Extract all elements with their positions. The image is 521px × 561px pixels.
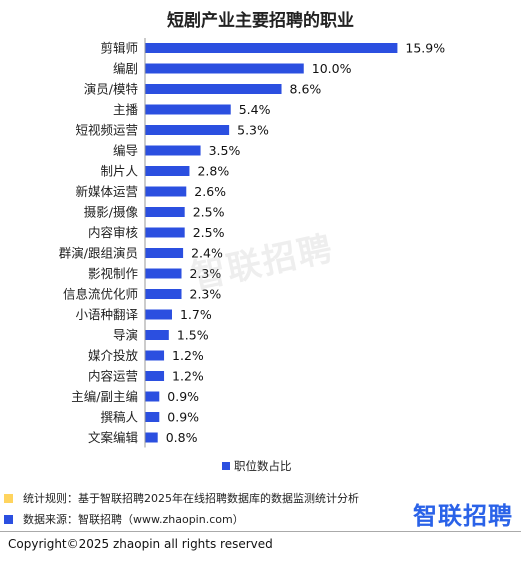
copyright-bar: Copyright©2025 zhaopin all rights reserv… [0,531,521,561]
bar [145,207,185,217]
value-label: 2.6% [194,184,226,199]
category-label: 编导 [113,143,138,158]
value-label: 10.0% [312,61,352,76]
value-label: 2.3% [190,287,222,302]
value-label: 15.9% [405,41,445,56]
yellow-square-icon [4,494,13,503]
footnote-source-text: 数据来源：智联招聘（www.zhaopin.com） [23,513,244,526]
value-label: 2.3% [190,266,222,281]
value-label: 5.4% [239,102,271,117]
category-label: 演员/模特 [84,82,138,97]
category-label: 新媒体运营 [75,184,138,199]
bar [145,248,184,258]
value-label: 2.4% [191,246,223,261]
bar [145,391,160,402]
category-label: 媒介投放 [88,348,139,363]
footnote-rule-text: 统计规则：基于智联招聘2025年在线招聘数据库的数据监测统计分析 [23,492,359,505]
value-label: 1.5% [177,328,209,343]
category-label: 撰稿人 [100,410,138,425]
bar [145,145,201,156]
bar-chart: 剪辑师 15.9% 编剧 10.0% 演员/模特 8.6% 主播 5.4% 短视频运营 5.3% 编… [59,38,445,473]
value-label: 0.9% [167,410,199,425]
bar [145,268,182,279]
value-label: 0.8% [166,430,198,445]
value-label: 3.5% [209,143,241,158]
legend-swatch [222,462,230,470]
category-label: 影视制作 [88,266,139,281]
category-label: 信息流优化师 [63,287,138,302]
value-label: 8.6% [290,82,322,97]
zhaopin-logo: 智联招聘 [413,502,513,530]
legend-label: 职位数占比 [234,459,292,473]
bar [145,227,185,238]
bar [145,43,398,53]
category-label: 短视频运营 [75,123,138,138]
category-label: 摄影/摄像 [84,205,139,220]
footnote-rule: 统计规则：基于智联招聘2025年在线招聘数据库的数据监测统计分析 [4,490,359,506]
copyright-text: Copyright©2025 zhaopin all rights reserv… [8,537,273,551]
bar [145,125,230,135]
category-label: 编剧 [113,61,138,76]
bar [145,166,190,176]
value-label: 2.5% [193,205,225,220]
bar [145,350,165,361]
footnote-source: 数据来源：智联招聘（www.zhaopin.com） [4,511,244,527]
chart-title: 短剧产业主要招聘的职业 [167,11,354,31]
value-label: 5.3% [237,123,269,138]
category-label: 内容审核 [88,225,139,240]
category-label: 主编/副主编 [71,389,138,404]
category-label: 内容运营 [88,369,138,384]
value-label: 2.5% [193,225,225,240]
blue-square-icon [4,515,13,524]
bar [145,371,165,381]
category-label: 剪辑师 [100,41,138,56]
category-label: 小语种翻译 [75,307,138,322]
category-label: 导演 [113,328,138,343]
bar [145,432,158,443]
bar [145,104,231,115]
bar [145,289,182,299]
value-label: 0.9% [167,389,199,404]
value-label: 1.7% [180,307,212,322]
category-label: 制片人 [100,164,138,179]
bar [145,186,187,197]
bar [145,330,169,340]
bar [145,309,172,320]
bar [145,63,304,74]
bar [145,84,282,94]
value-label: 1.2% [172,348,204,363]
category-label: 主播 [113,102,139,117]
value-label: 2.8% [197,164,229,179]
category-label: 群演/跟组演员 [59,246,138,261]
category-label: 文案编辑 [88,430,138,445]
value-label: 1.2% [172,369,204,384]
bar [145,412,160,422]
